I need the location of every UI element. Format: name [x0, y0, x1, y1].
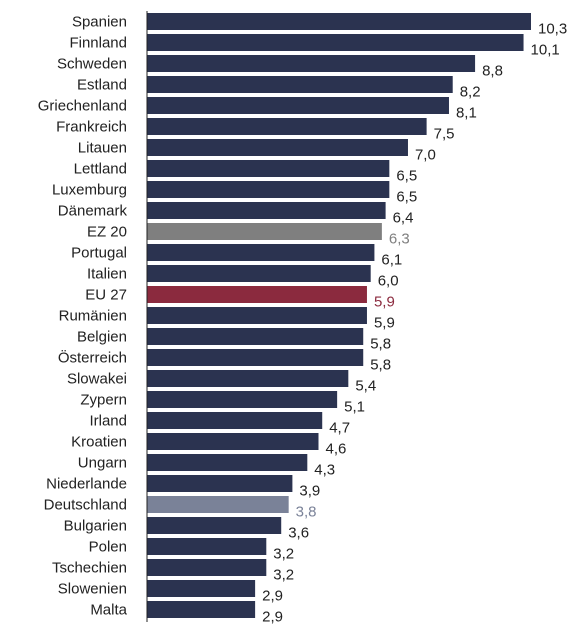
bar-spanien: [147, 13, 531, 30]
bar-österreich: [147, 349, 364, 366]
value-label-spanien: 10,3: [538, 21, 567, 38]
value-label-estland: 8,2: [460, 84, 481, 101]
value-label-eu-27: 5,9: [374, 294, 395, 311]
bar-italien: [147, 265, 371, 282]
category-label-kroatien: Kroatien: [71, 434, 127, 451]
bar-ungarn: [147, 454, 308, 471]
bar-schweden: [147, 55, 476, 72]
category-label-italien: Italien: [87, 266, 127, 283]
bar-litauen: [147, 139, 408, 156]
value-label-ungarn: 4,3: [314, 462, 335, 479]
value-label-rumänien: 5,9: [374, 315, 395, 332]
bar-frankreich: [147, 118, 427, 135]
bar-tschechien: [147, 559, 267, 576]
value-label-frankreich: 7,5: [434, 126, 455, 143]
category-label-rumänien: Rumänien: [59, 308, 127, 325]
value-label-tschechien: 3,2: [273, 567, 294, 584]
bar-portugal: [147, 244, 375, 261]
value-label-portugal: 6,1: [381, 252, 402, 269]
value-label-ez-20: 6,3: [389, 231, 410, 248]
category-label-bulgarien: Bulgarien: [64, 518, 127, 535]
category-label-irland: Irland: [89, 413, 127, 430]
bar-eu-27: [147, 286, 367, 303]
category-label-ungarn: Ungarn: [78, 455, 127, 472]
category-label-litauen: Litauen: [78, 140, 127, 157]
bar-rumänien: [147, 307, 367, 324]
bar-belgien: [147, 328, 364, 345]
bar-slowenien: [147, 580, 256, 597]
value-label-österreich: 5,8: [370, 357, 391, 374]
bar-malta: [147, 601, 256, 618]
category-label-polen: Polen: [89, 539, 127, 556]
value-label-zypern: 5,1: [344, 399, 365, 416]
category-label-lettland: Lettland: [74, 161, 127, 178]
bar-dänemark: [147, 202, 386, 219]
value-label-polen: 3,2: [273, 546, 294, 563]
bar-deutschland: [147, 496, 289, 513]
bar-estland: [147, 76, 453, 93]
bar-polen: [147, 538, 267, 555]
bars: Spanien 10,3 Finnland 10,1 Schweden 8,8 Estlan…: [38, 13, 567, 624]
value-label-malta: 2,9: [262, 609, 283, 624]
bar-luxemburg: [147, 181, 390, 198]
value-label-slowenien: 2,9: [262, 588, 283, 605]
category-label-zypern: Zypern: [80, 392, 127, 409]
value-label-dänemark: 6,4: [393, 210, 414, 227]
bar-kroatien: [147, 433, 319, 450]
value-label-luxemburg: 6,5: [396, 189, 417, 206]
category-label-tschechien: Tschechien: [52, 560, 127, 577]
value-label-griechenland: 8,1: [456, 105, 477, 122]
value-label-slowakei: 5,4: [355, 378, 376, 395]
bar-irland: [147, 412, 323, 429]
value-label-belgien: 5,8: [370, 336, 391, 353]
category-label-dänemark: Dänemark: [58, 203, 128, 220]
category-label-portugal: Portugal: [71, 245, 127, 262]
bar-bulgarien: [147, 517, 282, 534]
bar-ez-20: [147, 223, 382, 240]
value-label-bulgarien: 3,6: [288, 525, 309, 542]
bar-griechenland: [147, 97, 449, 114]
value-label-kroatien: 4,6: [325, 441, 346, 458]
category-label-ez-20: EZ 20: [87, 224, 127, 241]
value-label-deutschland: 3,8: [296, 504, 317, 521]
category-label-frankreich: Frankreich: [56, 119, 127, 136]
category-label-deutschland: Deutschland: [44, 497, 127, 514]
category-label-griechenland: Griechenland: [38, 98, 127, 115]
category-label-spanien: Spanien: [72, 14, 127, 31]
category-label-österreich: Österreich: [58, 349, 127, 367]
bar-zypern: [147, 391, 338, 408]
bar-lettland: [147, 160, 390, 177]
value-label-niederlande: 3,9: [299, 483, 320, 500]
value-label-litauen: 7,0: [415, 147, 436, 164]
category-label-schweden: Schweden: [57, 56, 127, 73]
value-label-lettland: 6,5: [396, 168, 417, 185]
bar-niederlande: [147, 475, 293, 492]
category-label-finnland: Finnland: [69, 35, 127, 52]
value-label-irland: 4,7: [329, 420, 350, 437]
value-label-finnland: 10,1: [531, 42, 560, 59]
value-label-schweden: 8,8: [482, 63, 503, 80]
value-label-italien: 6,0: [378, 273, 399, 290]
category-label-luxemburg: Luxemburg: [52, 182, 127, 199]
bar-slowakei: [147, 370, 349, 387]
category-label-slowenien: Slowenien: [58, 581, 127, 598]
category-label-niederlande: Niederlande: [46, 476, 127, 493]
bar-finnland: [147, 34, 524, 51]
category-label-belgien: Belgien: [77, 329, 127, 346]
category-label-eu-27: EU 27: [85, 287, 127, 304]
category-label-slowakei: Slowakei: [67, 371, 127, 388]
category-label-estland: Estland: [77, 77, 127, 94]
category-label-malta: Malta: [90, 602, 127, 619]
